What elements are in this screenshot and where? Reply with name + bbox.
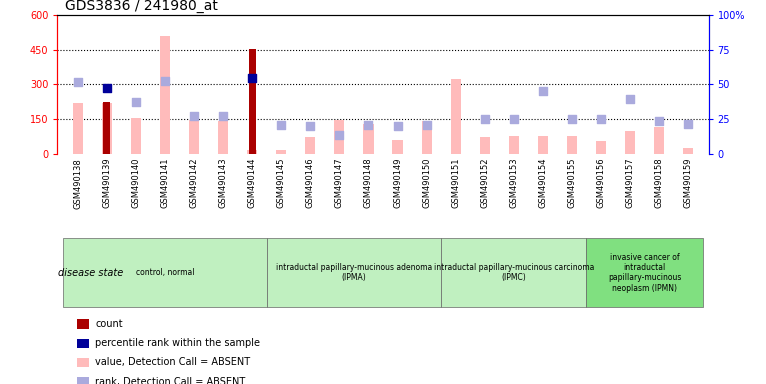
Point [72,79,84,85]
Bar [305,137,316,154]
Point [537,88,549,94]
Point [246,74,258,81]
Text: GSM490142: GSM490142 [189,158,198,209]
Point [129,99,142,105]
Bar [247,150,257,154]
Text: GSM490157: GSM490157 [626,158,634,209]
Bar [64,238,267,307]
Bar [441,238,587,307]
Text: count: count [95,319,123,329]
Text: GSM490158: GSM490158 [655,158,663,209]
Point [333,132,345,138]
Point [653,118,665,124]
Text: GSM490155: GSM490155 [568,158,577,209]
Point [159,78,171,84]
Bar [392,140,403,154]
Text: intraductal papillary-mucinous carcinoma
(IPMC): intraductal papillary-mucinous carcinoma… [434,263,594,282]
Text: GSM490141: GSM490141 [161,158,169,209]
Bar [363,124,374,154]
Bar [103,102,110,154]
Text: GSM490149: GSM490149 [393,158,402,209]
Bar [421,121,432,154]
Point [479,116,491,122]
Bar [77,377,89,384]
Bar [160,36,170,154]
Point [682,121,694,127]
Bar [654,127,664,154]
Point [188,113,200,119]
Text: GDS3836 / 241980_at: GDS3836 / 241980_at [65,0,218,13]
Text: GSM490154: GSM490154 [538,158,548,209]
Text: GSM490145: GSM490145 [277,158,286,209]
Bar [248,49,256,154]
Point [217,113,229,119]
Bar [334,120,345,154]
Bar [77,339,89,348]
Text: control, normal: control, normal [136,268,195,277]
Text: GSM490153: GSM490153 [509,158,519,209]
Text: GSM490151: GSM490151 [451,158,460,209]
Text: GSM490156: GSM490156 [597,158,605,209]
Bar [509,136,519,154]
Bar [450,79,461,154]
Text: GSM490139: GSM490139 [103,158,111,209]
Point [595,116,607,122]
Text: GSM490152: GSM490152 [480,158,489,209]
Text: GSM490147: GSM490147 [335,158,344,209]
Text: rank, Detection Call = ABSENT: rank, Detection Call = ABSENT [95,377,245,384]
Text: intraductal papillary-mucinous adenoma
(IPMA): intraductal papillary-mucinous adenoma (… [276,263,432,282]
Bar [102,103,112,154]
Text: GSM490150: GSM490150 [422,158,431,209]
Point [508,116,520,122]
Text: GSM490143: GSM490143 [218,158,228,209]
Point [304,123,316,129]
Bar [625,131,635,154]
Bar [73,103,83,154]
Text: GSM490140: GSM490140 [132,158,140,209]
Point [101,85,113,91]
Point [421,122,433,128]
Bar [596,141,606,154]
Text: GSM490146: GSM490146 [306,158,315,209]
Bar [538,136,548,154]
Text: invasive cancer of
intraductal
papillary-mucinous
neoplasm (IPMN): invasive cancer of intraductal papillary… [608,253,681,293]
Bar [77,358,89,367]
Bar [189,120,199,154]
Bar [567,136,577,154]
Text: GSM490138: GSM490138 [74,158,82,209]
Bar [587,238,702,307]
Point [566,116,578,122]
Text: GSM490148: GSM490148 [364,158,373,209]
Point [362,122,375,128]
Point [391,123,404,129]
Bar [131,118,141,154]
Text: percentile rank within the sample: percentile rank within the sample [95,338,260,348]
Bar [218,121,228,154]
Text: GSM490159: GSM490159 [684,158,692,209]
Bar [277,150,286,154]
Text: value, Detection Call = ABSENT: value, Detection Call = ABSENT [95,358,250,367]
Point [275,122,287,128]
Bar [683,148,693,154]
Text: GSM490144: GSM490144 [247,158,257,209]
Bar [77,319,89,329]
Bar [480,137,489,154]
Text: disease state: disease state [58,268,123,278]
Point [624,96,637,103]
Bar [267,238,441,307]
